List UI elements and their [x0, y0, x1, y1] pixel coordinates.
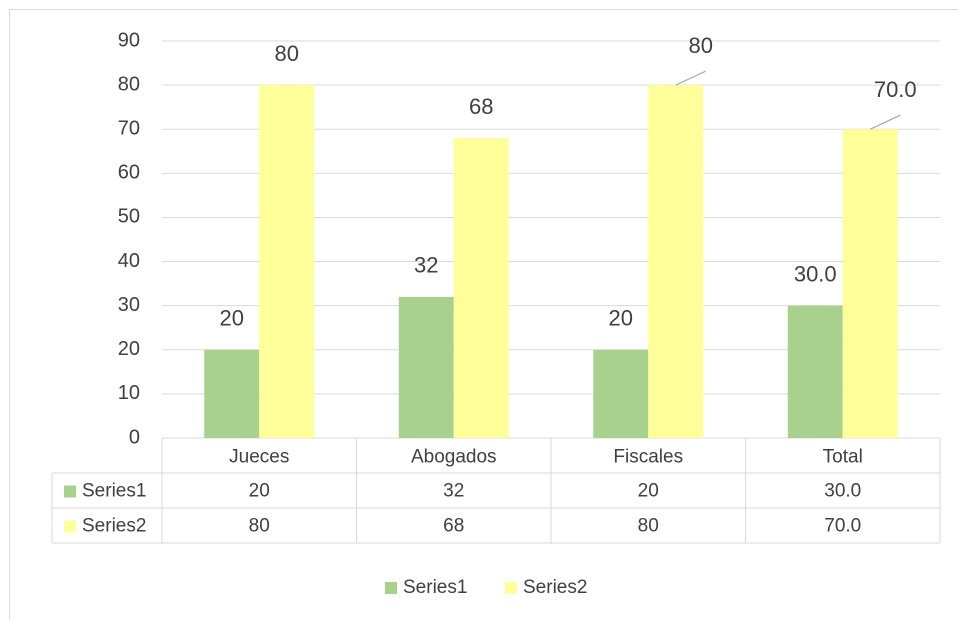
category-label: Abogados: [411, 447, 497, 468]
table-cell-value: 80: [638, 516, 659, 537]
table-cell-value: 32: [443, 481, 464, 502]
bar-series2-jueces: [259, 85, 315, 438]
table-cell-value: 80: [249, 516, 270, 537]
data-label: 68: [469, 94, 493, 119]
legend-key-series1: [385, 582, 397, 594]
data-label: 80: [689, 33, 713, 58]
bar-series2-abogados: [453, 138, 509, 439]
y-tick-label: 60: [118, 162, 140, 184]
data-label: 20: [220, 306, 244, 331]
category-label: Jueces: [229, 447, 289, 468]
y-tick-label: 80: [118, 73, 140, 95]
category-label: Fiscales: [613, 447, 683, 468]
data-label: 20: [609, 306, 633, 331]
y-tick-label: 70: [118, 118, 140, 140]
data-label: 80: [275, 41, 299, 66]
y-tick-label: 50: [118, 206, 140, 228]
category-label: Total: [823, 447, 863, 468]
y-tick-label: 40: [118, 250, 140, 272]
bar-series1-fiscales: [593, 349, 649, 438]
table-cell-value: 68: [443, 516, 464, 537]
y-tick-label: 0: [129, 426, 140, 448]
table-legend-key: [64, 520, 76, 533]
y-tick-label: 10: [118, 382, 140, 404]
y-tick-label: 30: [118, 294, 140, 316]
table-series-name: Series2: [82, 516, 146, 537]
data-label: 70.0: [874, 77, 917, 102]
table-cell-value: 20: [249, 481, 270, 502]
table-cell-value: 20: [638, 481, 659, 502]
bar-series2-total: [842, 129, 898, 438]
data-label: 32: [414, 253, 438, 278]
bar-series1-total: [787, 305, 843, 438]
bar-series2-fiscales: [648, 85, 704, 438]
leader-line: [675, 70, 707, 86]
chart-frame: [9, 9, 958, 619]
bar-series1-abogados: [398, 296, 454, 438]
y-tick-label: 20: [118, 338, 140, 360]
legend-label-series1: Series1: [403, 577, 467, 598]
table-cell-value: 70.0: [824, 516, 861, 537]
bar-series1-jueces: [204, 349, 260, 438]
legend-label-series2: Series2: [523, 577, 587, 598]
leader-line: [869, 114, 901, 130]
table-legend-key: [64, 485, 76, 498]
data-label: 30.0: [794, 261, 837, 286]
table-series-name: Series1: [82, 481, 146, 502]
y-tick-label: 90: [118, 29, 140, 51]
table-cell-value: 30.0: [824, 481, 861, 502]
legend-key-series2: [505, 582, 517, 594]
